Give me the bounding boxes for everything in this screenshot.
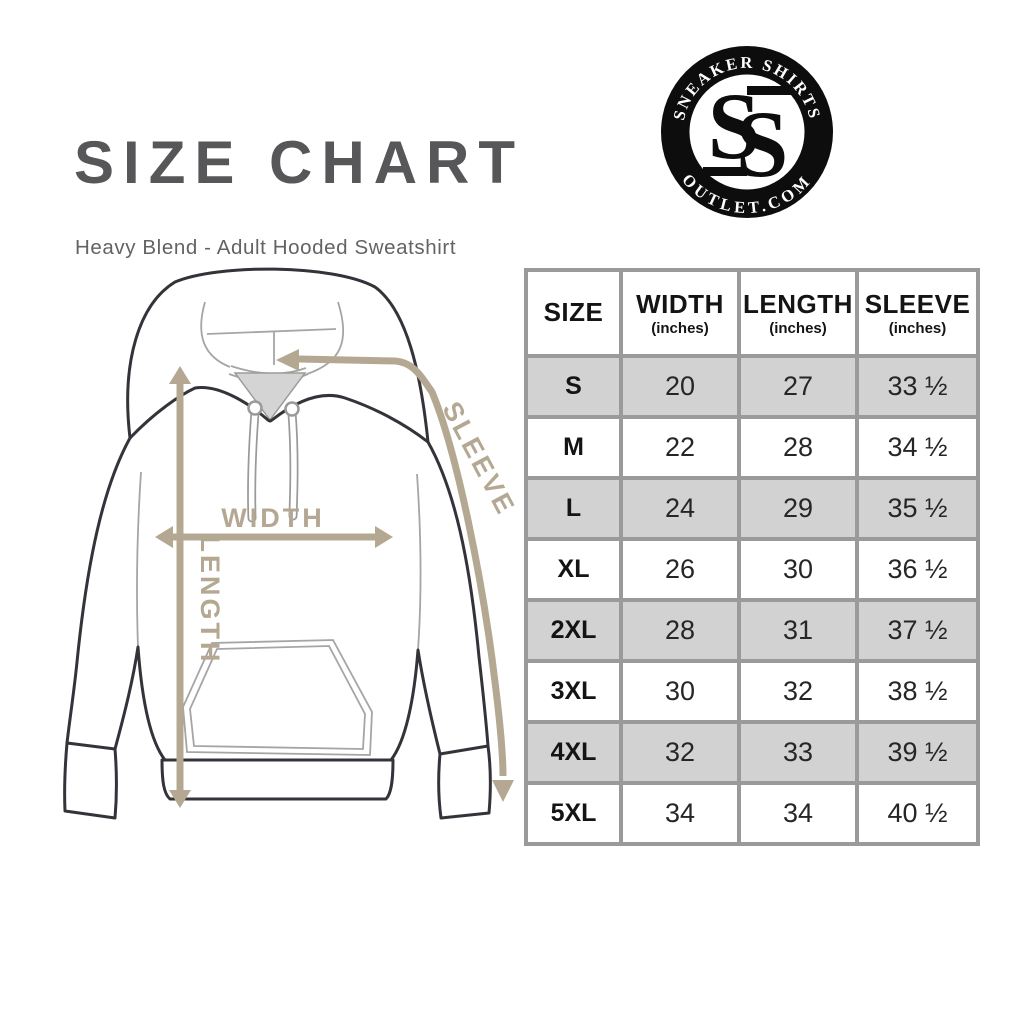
column-header-sleeve: SLEEVE (inches) bbox=[855, 268, 980, 358]
length-value-cell: 34 bbox=[737, 781, 859, 846]
page-subtitle: Heavy Blend - Adult Hooded Sweatshirt bbox=[75, 236, 457, 259]
sleeve-label: SLEEVE bbox=[436, 397, 521, 521]
badge-inner-circle bbox=[689, 74, 805, 190]
column-header-size: SIZE bbox=[524, 268, 623, 358]
svg-text:S: S bbox=[708, 73, 761, 179]
width-value-cell: 28 bbox=[619, 598, 741, 663]
length-value-cell: 29 bbox=[737, 476, 859, 541]
sleeve-value-cell: 33 ½ bbox=[855, 354, 980, 419]
width-value-cell: 24 bbox=[619, 476, 741, 541]
size-cell: S bbox=[524, 354, 623, 419]
sleeve-value-cell: 40 ½ bbox=[855, 781, 980, 846]
drawstrings bbox=[247, 400, 300, 523]
size-cell: L bbox=[524, 476, 623, 541]
width-label: WIDTH bbox=[221, 503, 324, 533]
table-row: 5XL 34 34 40 ½ bbox=[524, 781, 980, 846]
length-label: LENGTH bbox=[195, 536, 225, 665]
width-arrow bbox=[155, 526, 393, 548]
sleeve-value-cell: 35 ½ bbox=[855, 476, 980, 541]
sleeve-value-cell: 36 ½ bbox=[855, 537, 980, 602]
table-row: 2XL 28 31 37 ½ bbox=[524, 598, 980, 663]
hoodie-diagram: WIDTH LENGTH SLEEVE bbox=[63, 267, 521, 820]
size-table-body: S 20 27 33 ½ M 22 28 34 ½ L 24 29 35 ½ XL 26 30 36 ½ 2XL… bbox=[524, 354, 980, 846]
brand-logo-badge: SNEAKER SHIRTS OUTLET.COM S S bbox=[661, 46, 833, 218]
body-seam-lines bbox=[136, 471, 422, 651]
size-cell: 2XL bbox=[524, 598, 623, 663]
size-cell: M bbox=[524, 415, 623, 480]
size-table: SIZE WIDTH (inches) LENGTH (inches) SLEE… bbox=[524, 268, 980, 846]
sleeve-value-cell: 37 ½ bbox=[855, 598, 980, 663]
page-title: SIZE CHART bbox=[74, 129, 524, 196]
ss-monogram-icon: S S bbox=[703, 73, 791, 197]
column-header-width: WIDTH (inches) bbox=[619, 268, 741, 358]
sleeve-value-cell: 38 ½ bbox=[855, 659, 980, 724]
length-value-cell: 32 bbox=[737, 659, 859, 724]
svg-text:S: S bbox=[736, 91, 789, 197]
table-row: 3XL 30 32 38 ½ bbox=[524, 659, 980, 724]
column-header-length: LENGTH (inches) bbox=[737, 268, 859, 358]
length-value-cell: 33 bbox=[737, 720, 859, 785]
width-value-cell: 26 bbox=[619, 537, 741, 602]
width-value-cell: 30 bbox=[619, 659, 741, 724]
width-value-cell: 34 bbox=[619, 781, 741, 846]
table-header-row: SIZE WIDTH (inches) LENGTH (inches) SLEE… bbox=[524, 268, 980, 358]
size-cell: 3XL bbox=[524, 659, 623, 724]
table-row: XL 26 30 36 ½ bbox=[524, 537, 980, 602]
length-arrow bbox=[169, 366, 191, 808]
hoodie-outline bbox=[63, 267, 492, 820]
width-value-cell: 32 bbox=[619, 720, 741, 785]
length-value-cell: 27 bbox=[737, 354, 859, 419]
length-value-cell: 28 bbox=[737, 415, 859, 480]
table-row: L 24 29 35 ½ bbox=[524, 476, 980, 541]
size-cell: XL bbox=[524, 537, 623, 602]
neck-triangle bbox=[233, 372, 307, 422]
width-value-cell: 22 bbox=[619, 415, 741, 480]
table-row: M 22 28 34 ½ bbox=[524, 415, 980, 480]
sleeve-value-cell: 39 ½ bbox=[855, 720, 980, 785]
sleeve-value-cell: 34 ½ bbox=[855, 415, 980, 480]
table-row: S 20 27 33 ½ bbox=[524, 354, 980, 419]
hood-inner-lines bbox=[200, 301, 345, 383]
size-cell: 5XL bbox=[524, 781, 623, 846]
length-value-cell: 31 bbox=[737, 598, 859, 663]
width-value-cell: 20 bbox=[619, 354, 741, 419]
size-cell: 4XL bbox=[524, 720, 623, 785]
table-row: 4XL 32 33 39 ½ bbox=[524, 720, 980, 785]
sleeve-arrow bbox=[276, 349, 514, 802]
length-value-cell: 30 bbox=[737, 537, 859, 602]
